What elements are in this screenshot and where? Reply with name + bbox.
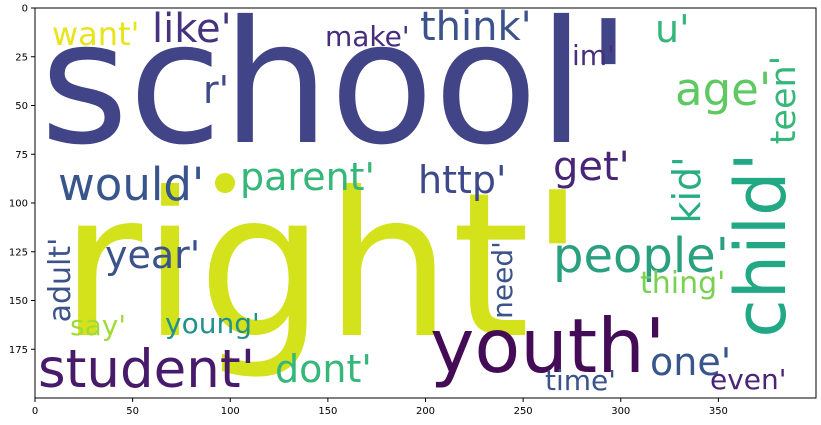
y-tick-label: 0: [22, 4, 28, 15]
y-tick-label: 75: [15, 150, 28, 161]
word-right: right': [60, 150, 585, 383]
word-adult: adult': [43, 238, 78, 323]
x-axis: 0 50 100 150 200 250 300 350: [32, 398, 728, 417]
plot-frame: [34, 7, 817, 399]
word-dont: dont': [275, 347, 372, 391]
word-want: want': [52, 15, 139, 53]
word-people: people': [553, 228, 729, 284]
word-even: even': [710, 363, 786, 396]
word-http: http': [418, 158, 506, 202]
x-tick-label: 300: [611, 406, 630, 417]
word-r: r': [203, 68, 229, 112]
cloud-dot: [215, 173, 235, 193]
word-student: student': [38, 339, 255, 400]
word-think: think': [420, 4, 532, 50]
word-youth: youth': [430, 302, 665, 390]
word-age: age': [675, 63, 771, 116]
word-time: time': [545, 364, 616, 397]
word-parent: parent': [240, 155, 375, 199]
word-get: get': [553, 144, 630, 190]
word-kid: kid': [665, 156, 709, 223]
y-tick-label: 175: [9, 345, 28, 356]
word-like: like': [152, 6, 232, 52]
word-make: make': [325, 20, 410, 53]
x-tick-label: 350: [709, 406, 728, 417]
word-thing: thing': [640, 266, 725, 301]
x-tick-label: 250: [514, 406, 533, 417]
y-tick-label: 50: [15, 101, 28, 112]
word-school: school': [40, 0, 632, 183]
y-tick-label: 25: [15, 52, 28, 63]
word-year: year': [105, 233, 200, 277]
word-group: school'right'youth' student' child'people'…: [38, 0, 804, 400]
word-child: child': [720, 152, 802, 337]
y-tick-label: 150: [9, 296, 28, 307]
y-axis: 0 25 50 75 100 125 150 175: [9, 4, 35, 356]
word-one: one': [650, 340, 731, 384]
x-tick-label: 100: [221, 406, 240, 417]
word-need: need': [486, 241, 519, 319]
word-say: say': [70, 309, 126, 342]
y-tick-label: 125: [9, 247, 28, 258]
word-young: young': [165, 307, 260, 340]
word-teen: teen': [764, 56, 804, 145]
y-tick-label: 100: [9, 199, 28, 210]
word-im: im': [572, 39, 615, 72]
x-tick-label: 50: [126, 406, 139, 417]
x-tick-label: 0: [32, 406, 38, 417]
x-tick-label: 200: [416, 406, 435, 417]
word-u: u': [655, 7, 690, 51]
x-tick-label: 150: [318, 406, 337, 417]
word-would: would': [58, 158, 204, 211]
